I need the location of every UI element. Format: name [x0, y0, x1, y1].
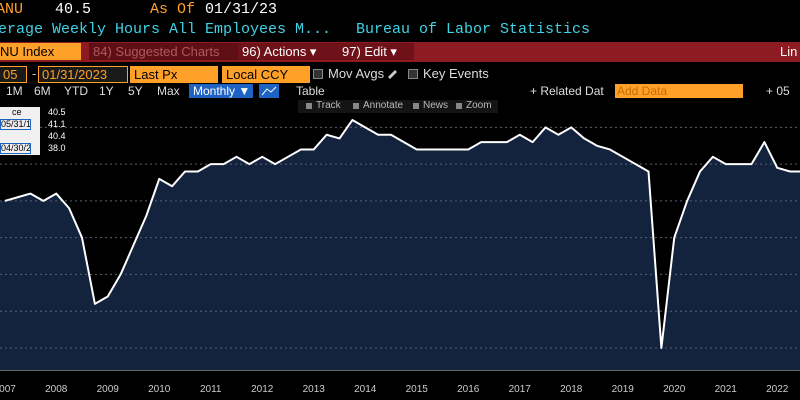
menu-label: Suggested Charts: [115, 44, 220, 59]
range-button[interactable]: YTD: [64, 84, 88, 98]
x-tick-label: 2016: [457, 384, 480, 395]
legend-label: ce: [12, 107, 22, 117]
x-tick-label: 2008: [45, 384, 68, 395]
add-button[interactable]: + 05: [766, 84, 790, 98]
range-button[interactable]: 6M: [34, 84, 51, 98]
tool-icon: [353, 103, 359, 109]
mov-avgs[interactable]: Mov Avgs: [328, 66, 385, 81]
legend-value: 41.1: [48, 119, 66, 129]
x-tick-label: 2010: [148, 384, 171, 395]
add-data[interactable]: Add Data: [615, 84, 743, 98]
x-tick-label: 2022: [766, 384, 789, 395]
pencil-icon[interactable]: [386, 67, 398, 79]
range-button[interactable]: 5Y: [128, 84, 143, 98]
legend: ce 40.5 05/31/14 41.1 40.4 04/30/20 38.0: [0, 107, 66, 155]
tool-icon: [306, 103, 312, 109]
x-tick-label: 2018: [560, 384, 583, 395]
range-button[interactable]: Max: [157, 84, 180, 98]
actions-menu[interactable]: 96) Actions ▾: [238, 43, 338, 60]
x-tick-label: 2013: [303, 384, 326, 395]
tool-icon: [456, 103, 462, 109]
line-menu[interactable]: Lin: [780, 44, 798, 59]
x-tick-label: 2020: [663, 384, 686, 395]
tool-icon: [413, 103, 419, 109]
frequency[interactable]: Monthly ▼: [189, 84, 253, 98]
legend-label: 05/31/14: [0, 119, 31, 130]
legend-label: 04/30/20: [0, 143, 31, 154]
range-button[interactable]: 1M: [6, 84, 23, 98]
end-date[interactable]: 01/31/2023: [38, 66, 128, 83]
x-tick-label: 2021: [715, 384, 738, 395]
legend-value: 40.4: [48, 131, 66, 141]
edit-menu[interactable]: 97) Edit ▾: [338, 43, 414, 60]
ticker: ANU: [0, 1, 24, 18]
chart-type-icon[interactable]: [259, 84, 279, 98]
x-tick-label: 2015: [406, 384, 429, 395]
tool-button[interactable]: Track: [316, 100, 341, 111]
description: erage Weekly Hours All Employees M...: [0, 21, 332, 38]
security-field[interactable]: NU Index: [0, 43, 81, 60]
chart: 2007 2008 2009 2010 2011 2012 2013 2014 2015 2016…: [0, 119, 800, 395]
start-date[interactable]: 05: [0, 66, 27, 83]
x-tick-label: 2019: [612, 384, 635, 395]
as-of-date: 01/31/23: [205, 1, 278, 18]
area-fill: [0, 120, 800, 370]
x-tick-label: 2017: [509, 384, 532, 395]
legend-value: 38.0: [48, 143, 66, 153]
x-tick-label: 2012: [251, 384, 274, 395]
currency-select[interactable]: Local CCY: [222, 66, 310, 83]
x-tick-label: 2011: [200, 384, 222, 395]
menu-number: 84): [93, 44, 112, 59]
range-button[interactable]: 1Y: [99, 84, 114, 98]
tool-button[interactable]: Annotate: [363, 100, 404, 111]
field-select[interactable]: Last Px: [130, 66, 218, 83]
x-tick-label: 2009: [97, 384, 120, 395]
as-of-label: As Of: [150, 1, 196, 18]
checkbox[interactable]: [408, 69, 418, 79]
last-value: 40.5: [55, 1, 92, 18]
suggested-charts[interactable]: 84) Suggested Charts: [89, 43, 239, 60]
source: Bureau of Labor Statistics: [356, 21, 591, 38]
tool-button[interactable]: Zoom: [466, 100, 492, 111]
related-data[interactable]: + Related Dat: [530, 84, 604, 98]
checkbox[interactable]: [313, 69, 323, 79]
date-dash: -: [32, 66, 37, 81]
x-tick-label: 2007: [0, 384, 16, 395]
table-button[interactable]: Table: [296, 84, 325, 98]
tool-button[interactable]: News: [423, 100, 449, 111]
key-events[interactable]: Key Events: [423, 66, 489, 81]
x-tick-label: 2014: [354, 384, 377, 395]
chart-toolbar: Track Annotate News Zoom: [298, 100, 498, 113]
data-line: [4, 119, 800, 349]
legend-value: 40.5: [48, 107, 66, 117]
